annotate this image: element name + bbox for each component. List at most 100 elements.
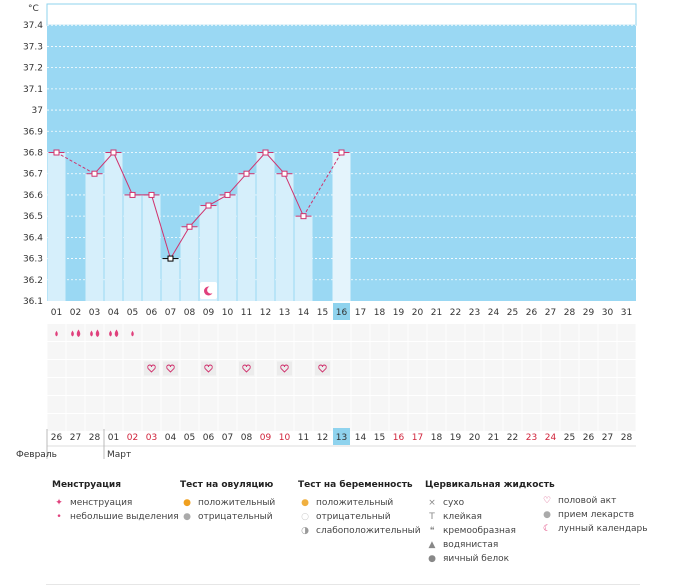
symptom-cell — [408, 378, 427, 395]
menstruation-drop-icon — [55, 330, 58, 337]
calendar-date-label: 13 — [336, 433, 347, 443]
symptom-cell — [370, 414, 389, 431]
month-label: Март — [107, 450, 131, 460]
symptom-cell — [522, 414, 541, 431]
calendar-date-label: 25 — [564, 433, 575, 443]
cycle-day-label: 07 — [165, 308, 176, 318]
symptom-cell — [484, 414, 503, 431]
temp-bar — [142, 194, 161, 301]
symptom-cell — [256, 378, 275, 395]
moon-icon: ☾ — [542, 524, 552, 534]
cycle-day-label: 21 — [431, 308, 442, 318]
symptom-cell — [294, 360, 313, 377]
calendar-date-label: 05 — [184, 433, 195, 443]
symptom-cell — [161, 414, 180, 431]
symptom-cell — [465, 360, 484, 377]
cycle-day-label: 27 — [545, 308, 556, 318]
cycle-day-label: 03 — [89, 308, 100, 318]
calendar-date-label: 14 — [355, 433, 367, 443]
sex-cell — [201, 361, 216, 376]
symptom-cell — [199, 342, 218, 359]
symptom-cell — [332, 324, 351, 341]
temp-bar — [123, 194, 142, 301]
symptom-cell — [617, 342, 636, 359]
symptom-cell — [218, 378, 237, 395]
symptom-cell — [465, 414, 484, 431]
cycle-day-label: 05 — [127, 308, 138, 318]
symptom-cell — [85, 378, 104, 395]
symptom-cell — [446, 396, 465, 413]
symptom-cell — [180, 324, 199, 341]
symptom-cell — [332, 360, 351, 377]
symptom-cell — [522, 342, 541, 359]
symptom-cell — [446, 414, 465, 431]
symptom-cell — [313, 414, 332, 431]
symptom-cell — [560, 378, 579, 395]
month-label: Февраль — [16, 450, 57, 460]
symptom-cell — [161, 324, 180, 341]
symptom-cell — [313, 342, 332, 359]
current-day-highlight — [333, 303, 350, 320]
cycle-day-label: 11 — [241, 308, 252, 318]
calendar-date-label: 07 — [222, 433, 233, 443]
legend-item: ☾ лунный календарь — [540, 522, 648, 536]
drop-small-icon: • — [56, 512, 62, 522]
temp-point — [129, 191, 136, 198]
symptom-cell — [560, 396, 579, 413]
temp-point — [167, 255, 174, 262]
symptom-cell — [332, 396, 351, 413]
symptom-cell — [237, 396, 256, 413]
menstruation-drop-icon — [131, 330, 134, 337]
y-tick-label: 36.8 — [23, 149, 43, 159]
symptom-cell — [313, 378, 332, 395]
symptom-cell — [218, 360, 237, 377]
calendar-date-label: 26 — [51, 433, 63, 443]
y-axis-unit: °C — [28, 4, 39, 14]
symptom-cell — [579, 378, 598, 395]
symptom-cell — [218, 414, 237, 431]
symptom-cell — [199, 396, 218, 413]
symptom-cell — [66, 324, 85, 341]
symptom-cell — [237, 342, 256, 359]
cycle-day-label: 14 — [298, 308, 310, 318]
temp-point — [224, 191, 231, 198]
symptom-cell — [446, 360, 465, 377]
y-tick-label: 36.1 — [23, 297, 43, 307]
symptom-cell — [66, 360, 85, 377]
symptom-cell — [237, 378, 256, 395]
symptom-cell — [598, 324, 617, 341]
temp-bar — [199, 205, 218, 301]
sex-cell — [239, 361, 254, 376]
temp-line-segment — [227, 173, 247, 196]
moon-icon-cutout — [207, 286, 215, 294]
temp-line-segment — [208, 194, 228, 206]
cycle-day-label: 19 — [393, 308, 405, 318]
symptom-cell — [332, 414, 351, 431]
symptom-cell — [408, 360, 427, 377]
cycle-day-label: 23 — [469, 308, 480, 318]
y-tick-label: 36.4 — [23, 233, 43, 243]
temp-line-segment — [303, 152, 342, 217]
symptom-cell — [275, 324, 294, 341]
symptom-cell — [427, 378, 446, 395]
cycle-day-label: 04 — [108, 308, 120, 318]
symptom-cell — [351, 396, 370, 413]
temp-point — [338, 149, 345, 156]
legend-title: Менструация — [52, 480, 121, 490]
symptom-cell — [161, 342, 180, 359]
temp-point — [91, 170, 98, 177]
symptom-cell — [104, 360, 123, 377]
cycle-day-label: 10 — [222, 308, 234, 318]
temp-line-segment — [56, 152, 95, 175]
cream-icon: ❝ — [429, 526, 435, 536]
y-tick-label: 36.2 — [23, 276, 43, 286]
symptom-cell — [104, 396, 123, 413]
drop-pair-icon: ✦ — [55, 498, 63, 508]
symptom-cell — [85, 324, 104, 341]
symptom-cell — [389, 342, 408, 359]
symptom-cell — [256, 414, 275, 431]
temp-line-segment — [265, 152, 285, 175]
symptom-cell — [237, 324, 256, 341]
symptom-cell — [579, 414, 598, 431]
